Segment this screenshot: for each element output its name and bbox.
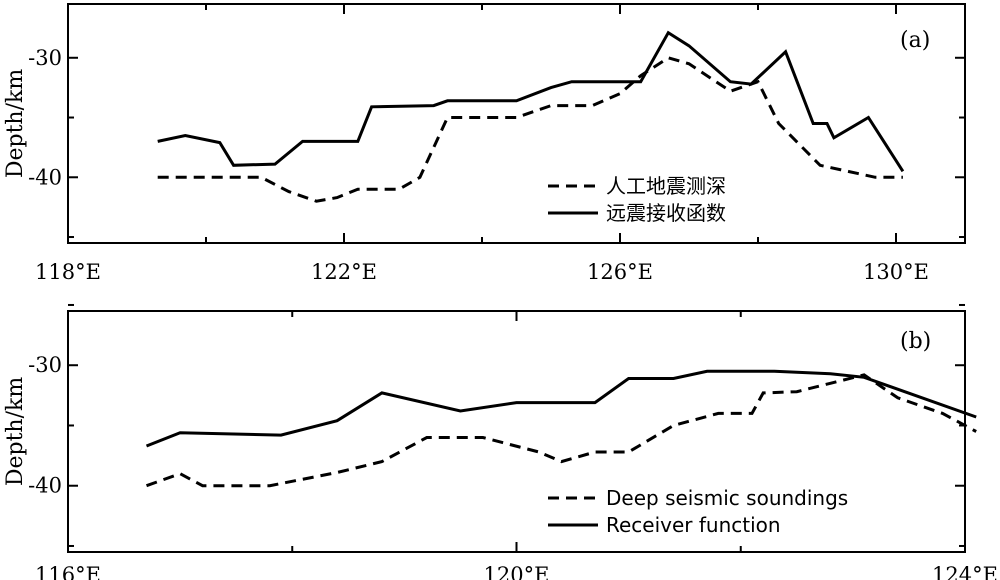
legend-label: 人工地震测深 [606,174,726,198]
x-tick-label: 120°E [484,563,550,580]
x-tick-label: 130°E [863,260,929,284]
y-axis-label: Depth/km [3,377,28,486]
legend-label: Deep seismic soundings [606,486,848,510]
y-tick-label: -40 [28,165,62,189]
panel-label: (b) [900,329,931,354]
x-tick-label: 124°E [932,563,998,580]
series-line-dashed [145,373,977,488]
x-tick-label: 118°E [35,260,101,284]
y-axis-label: Depth/km [3,69,28,178]
series-line-solid [157,30,905,173]
plot-frame [67,3,966,244]
plot-frame [67,310,966,553]
y-tick-label: -40 [28,474,62,498]
y-tick-label: -30 [28,353,62,377]
legend-label: 远震接收函数 [606,201,726,225]
x-tick-label: 116°E [35,563,101,580]
x-tick-label: 122°E [311,260,377,284]
panel-label: (a) [900,28,930,53]
legend-label: Receiver function [606,513,781,537]
series-line-solid [145,369,977,448]
series-line-dashed [157,56,903,203]
x-tick-label: 126°E [587,260,653,284]
y-tick-label: -30 [28,46,62,70]
